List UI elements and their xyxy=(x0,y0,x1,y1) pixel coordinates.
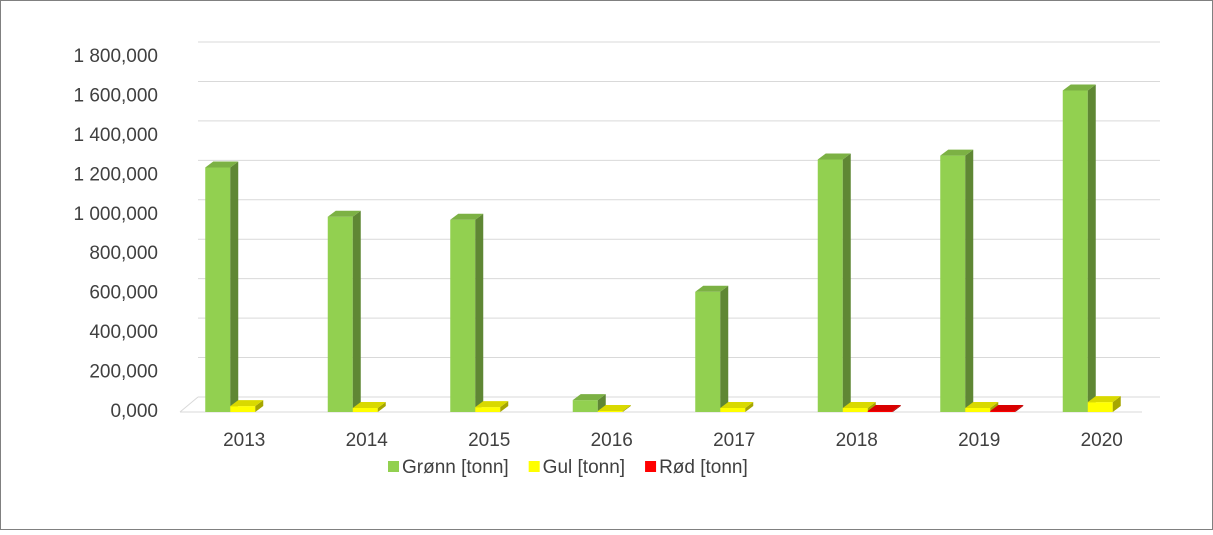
bar xyxy=(990,405,1024,412)
bar xyxy=(720,402,754,412)
bar-face xyxy=(817,153,851,160)
bar-face xyxy=(867,405,901,412)
bar-face xyxy=(720,285,729,412)
bar xyxy=(1062,84,1096,413)
bar-face xyxy=(817,159,843,412)
legend-label: Grønn [tonn] xyxy=(402,457,509,478)
bar-face xyxy=(597,394,606,412)
x-tick-label: 2014 xyxy=(346,430,389,451)
bar xyxy=(475,401,509,412)
legend-label: Rød [tonn] xyxy=(659,457,748,478)
bar-face xyxy=(842,402,876,409)
y-tick-label: 1 200,000 xyxy=(73,164,158,185)
y-tick-label: 1 600,000 xyxy=(73,85,158,106)
legend-swatch xyxy=(388,461,399,472)
bar xyxy=(867,405,901,412)
y-tick-label: 1 800,000 xyxy=(73,46,158,67)
bar-face xyxy=(940,149,974,156)
bar-face xyxy=(597,411,623,412)
bar-face xyxy=(500,401,509,412)
bar-face xyxy=(597,405,631,412)
bar-face xyxy=(230,161,239,412)
x-tick-label: 2018 xyxy=(836,430,878,451)
bar-face xyxy=(475,407,501,412)
bar xyxy=(1087,396,1121,412)
bar-face xyxy=(450,213,484,220)
bar-face xyxy=(1087,396,1121,403)
bar xyxy=(327,210,361,412)
bar-face xyxy=(572,394,606,401)
x-tick-label: 2019 xyxy=(958,430,1000,451)
bar-face xyxy=(940,155,966,412)
bar-face xyxy=(867,411,893,412)
bar-face xyxy=(475,213,484,412)
y-tick-label: 400,000 xyxy=(89,322,158,343)
bar-face xyxy=(892,405,901,412)
bar-face xyxy=(352,210,361,412)
legend-label: Gul [tonn] xyxy=(543,457,625,478)
bar xyxy=(230,400,264,412)
bar-face xyxy=(965,149,974,412)
bar-face xyxy=(377,402,386,412)
bar-face xyxy=(572,400,598,412)
bar-face xyxy=(230,406,256,412)
bar-face xyxy=(842,408,868,412)
bar-face xyxy=(450,219,476,412)
x-tick-label: 2020 xyxy=(1081,430,1123,451)
x-tick-label: 2016 xyxy=(591,430,633,451)
bar xyxy=(450,213,484,412)
bar-face xyxy=(1015,405,1024,412)
bar-face xyxy=(327,216,353,412)
y-tick-label: 600,000 xyxy=(89,283,158,304)
bar xyxy=(940,149,974,412)
bar xyxy=(352,402,386,412)
legend-swatch xyxy=(528,461,540,472)
bar-face xyxy=(1062,84,1096,91)
y-tick-label: 800,000 xyxy=(89,243,158,264)
bar xyxy=(817,153,851,413)
bar-face xyxy=(965,408,991,412)
bar-face xyxy=(255,400,264,412)
x-tick-label: 2017 xyxy=(713,430,755,451)
bar-face xyxy=(622,405,631,412)
x-tick-label: 2013 xyxy=(223,430,265,451)
bar-face xyxy=(745,402,754,412)
bar-face xyxy=(720,402,754,409)
y-tick-label: 200,000 xyxy=(89,362,158,383)
bar-face xyxy=(720,408,746,412)
bar-face xyxy=(205,161,239,168)
bar xyxy=(695,285,729,412)
bar-face xyxy=(1087,402,1113,412)
bar-face xyxy=(990,411,1016,412)
bar-face xyxy=(842,153,851,413)
bar-face xyxy=(1087,84,1096,413)
y-tick-label: 1 400,000 xyxy=(73,125,158,146)
bar-face xyxy=(352,402,386,409)
y-tick-label: 1 000,000 xyxy=(73,204,158,225)
bar-face xyxy=(475,401,509,408)
y-tick-label: 0,000 xyxy=(110,401,158,422)
x-tick-label: 2015 xyxy=(468,430,510,451)
bar xyxy=(597,405,631,412)
bar-face xyxy=(352,408,378,412)
bar xyxy=(842,402,876,412)
bar-face xyxy=(990,405,1024,412)
bar-face xyxy=(965,402,999,409)
bar-face xyxy=(230,400,264,407)
bar-face xyxy=(695,285,729,292)
bar-face xyxy=(1112,396,1121,412)
bar-face xyxy=(695,291,721,412)
bar-face xyxy=(327,210,361,217)
bar-face xyxy=(205,167,231,412)
bar-face xyxy=(1062,90,1088,413)
bar xyxy=(572,394,606,412)
bar xyxy=(205,161,239,412)
floor-edge xyxy=(179,396,199,413)
legend-swatch xyxy=(645,461,657,472)
